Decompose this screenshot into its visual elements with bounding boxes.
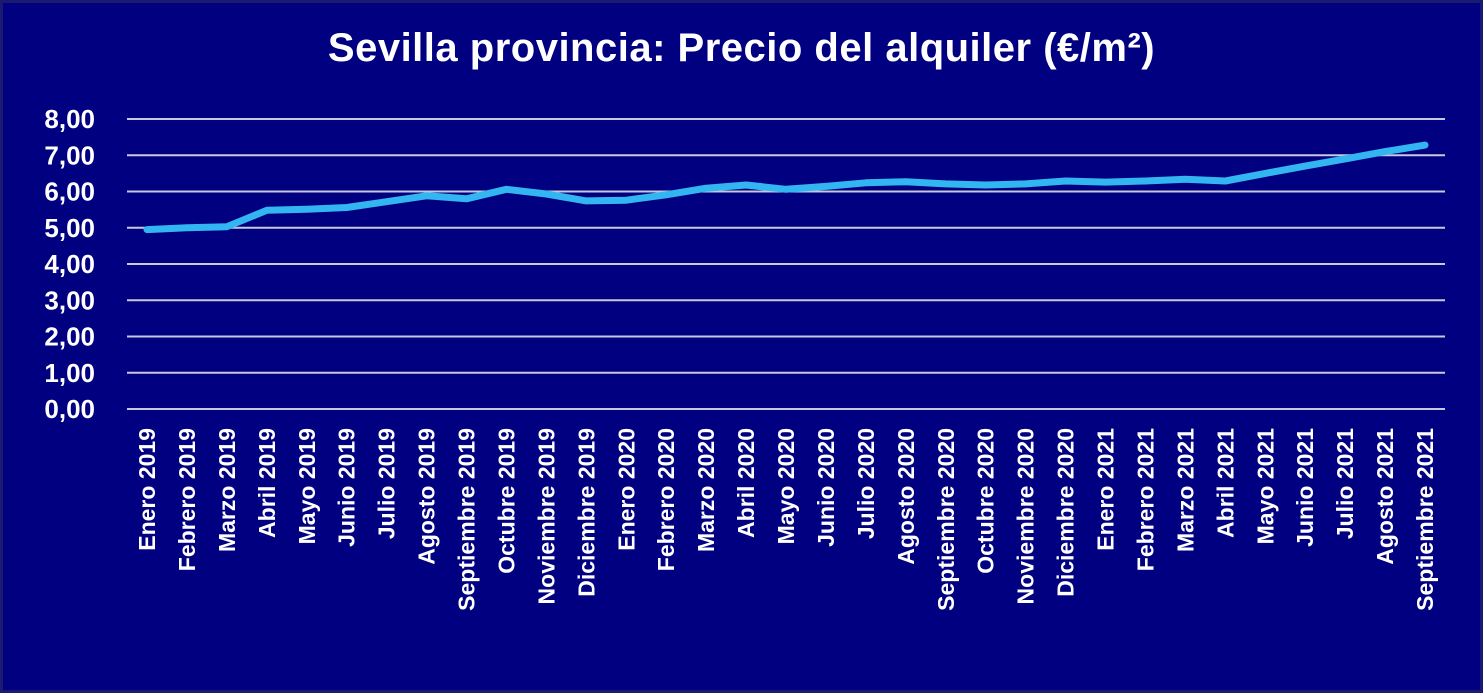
data-point	[703, 185, 710, 192]
x-tick-label: Octubre 2019	[493, 428, 519, 574]
x-tick-label: Diciembre 2019	[573, 428, 599, 597]
x-tick-label: Julio 2019	[374, 428, 400, 539]
y-tick-label: 1,00	[44, 358, 95, 388]
x-tick-label: Abril 2021	[1212, 428, 1238, 538]
data-point	[183, 224, 190, 231]
chart-title: Sevilla provincia: Precio del alquiler (…	[327, 26, 1156, 70]
data-point	[503, 186, 510, 193]
x-tick-label: Noviembre 2020	[1013, 428, 1039, 604]
y-tick-label: 2,00	[44, 322, 95, 352]
x-tick-label: Abril 2020	[733, 428, 759, 538]
y-tick-label: 0,00	[44, 394, 95, 424]
x-tick-label: Septiembre 2019	[454, 428, 480, 611]
x-tick-label: Mayo 2021	[1252, 428, 1278, 545]
data-point	[1422, 142, 1429, 149]
series-group	[143, 141, 1429, 234]
data-point	[1102, 179, 1109, 186]
data-point	[862, 179, 869, 186]
y-tick-label: 6,00	[44, 177, 95, 207]
x-tick-label: Junio 2019	[334, 428, 360, 547]
x-tick-label: Febrero 2021	[1132, 428, 1158, 571]
data-point	[783, 186, 790, 193]
x-tick-label: Agosto 2021	[1372, 428, 1398, 565]
x-tick-label: Octubre 2020	[973, 428, 999, 574]
data-point	[1262, 170, 1269, 177]
y-tick-label: 4,00	[44, 249, 95, 279]
data-point	[1382, 148, 1389, 155]
data-point	[1142, 177, 1149, 184]
x-tick-label: Mayo 2020	[773, 428, 799, 544]
series-line	[143, 141, 1429, 234]
gridlines	[127, 118, 1445, 410]
y-axis-ticks: 0,00 1,00 2,00 3,00 4,00 5,00 6,00 7,00 8,00	[44, 104, 95, 424]
data-point	[1222, 177, 1229, 184]
x-axis-ticks: Enero 2019 Febrero 2019 Marzo 2019 Abril 20…	[134, 428, 1438, 611]
y-tick-label: 7,00	[44, 140, 95, 170]
x-tick-label: Enero 2020	[613, 428, 639, 551]
x-tick-label: Abril 2019	[254, 428, 280, 538]
x-tick-label: Enero 2021	[1093, 428, 1119, 551]
data-point	[942, 180, 949, 187]
x-tick-label: Julio 2021	[1332, 428, 1358, 539]
x-tick-label: Enero 2019	[134, 428, 160, 551]
x-tick-label: Marzo 2021	[1172, 428, 1198, 552]
data-point	[623, 197, 630, 204]
data-point	[1022, 180, 1029, 187]
data-point	[144, 226, 151, 233]
data-point	[982, 181, 989, 188]
data-point	[1182, 176, 1189, 183]
data-point	[583, 197, 590, 204]
y-tick-label: 3,00	[44, 285, 95, 315]
x-tick-label: Junio 2020	[813, 428, 839, 547]
data-point	[902, 178, 909, 185]
data-point	[423, 192, 430, 199]
x-tick-label: Marzo 2019	[214, 428, 240, 552]
x-tick-label: Julio 2020	[853, 428, 879, 539]
x-tick-label: Diciembre 2020	[1053, 428, 1079, 597]
y-tick-label: 8,00	[44, 104, 95, 134]
y-tick-label: 5,00	[44, 213, 95, 243]
data-point	[663, 191, 670, 198]
data-point	[463, 195, 470, 202]
x-tick-label: Mayo 2019	[294, 428, 320, 544]
x-tick-label: Febrero 2020	[653, 428, 679, 571]
data-point	[1062, 177, 1069, 184]
data-point	[223, 223, 230, 230]
data-point	[343, 204, 350, 211]
data-point	[822, 183, 829, 190]
x-tick-label: Marzo 2020	[693, 428, 719, 552]
data-point	[1302, 163, 1309, 170]
x-tick-label: Agosto 2019	[414, 428, 440, 565]
data-point	[1342, 155, 1349, 162]
x-tick-label: Febrero 2019	[174, 428, 200, 571]
data-point	[743, 181, 750, 188]
x-tick-label: Agosto 2020	[893, 428, 919, 565]
data-point	[263, 207, 270, 214]
x-tick-label: Septiembre 2021	[1412, 428, 1438, 611]
data-point	[383, 198, 390, 205]
x-tick-label: Septiembre 2020	[933, 428, 959, 611]
x-tick-label: Junio 2021	[1292, 428, 1318, 547]
data-point	[543, 191, 550, 198]
data-point	[303, 206, 310, 213]
x-tick-label: Noviembre 2019	[533, 428, 559, 604]
